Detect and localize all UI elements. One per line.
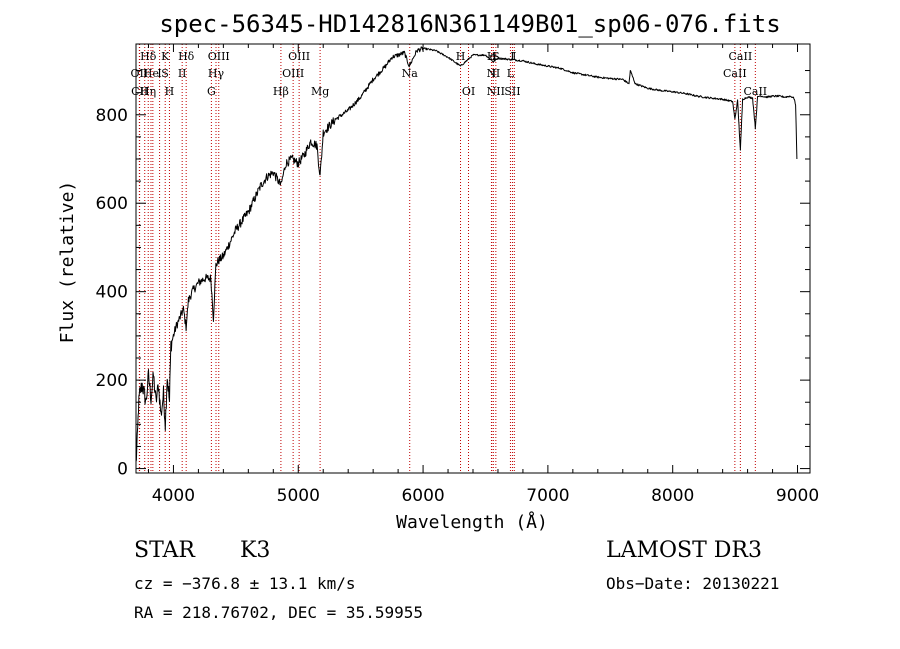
spectral-line-label: G <box>207 85 216 98</box>
x-axis-label: Wavelength (Å) <box>396 511 548 533</box>
plot-frame <box>135 43 811 474</box>
y-axis-label: Flux (relative) <box>57 181 78 344</box>
spectral-line-label: OIII <box>282 67 304 80</box>
spectral-line-label: S <box>161 67 169 80</box>
spectral-line-label: α <box>490 50 498 63</box>
spectral-line-label: CaII <box>723 67 747 80</box>
y-tick-label: 800 <box>96 106 128 126</box>
spectral-line-label: CaII <box>743 85 767 98</box>
spectral-line-label: H <box>456 50 466 63</box>
observation-date-label: Obs−Date: 20130221 <box>606 574 780 593</box>
spectral-line-label: I <box>510 50 514 63</box>
spectral-line-markers <box>138 44 756 473</box>
x-tick-label: 7000 <box>526 486 569 506</box>
spectrum-line <box>135 46 798 462</box>
x-tick-label: 8000 <box>651 486 694 506</box>
spectral-line-label: He <box>143 67 159 80</box>
y-tick-label: 200 <box>96 371 128 391</box>
spectral-line-label: H <box>487 50 497 63</box>
spectral-line-label: η <box>150 85 157 98</box>
spectral-line-label: Na <box>402 67 419 80</box>
spectral-line-label: NII <box>487 85 505 98</box>
axis-ticks <box>136 44 810 473</box>
chart-title: spec-56345-HD142816N361149B01_sp06-076.f… <box>159 10 781 38</box>
spectral-line-label: Hγ <box>208 67 225 80</box>
survey-label: LAMOST DR3 <box>606 538 762 563</box>
class-label: STAR <box>134 538 195 563</box>
spectral-line-label: K <box>161 50 170 63</box>
spectral-line-label: N <box>487 67 497 80</box>
spectral-line-label: OI <box>462 85 475 98</box>
axis-tick-labels: 4000 5000 6000 7000 8000 9000 0 200 400 600 800 <box>96 106 820 506</box>
subclass-label: K3 <box>240 538 271 563</box>
redshift-velocity-label: cz = −376.8 ± 13.1 km/s <box>134 574 356 593</box>
spectral-line-label: Hβ <box>273 85 289 98</box>
spectral-line-label: S <box>492 50 500 63</box>
spectral-line-label: CaII <box>729 50 753 63</box>
y-tick-label: 400 <box>96 283 128 303</box>
spectral-line-label: Hδ <box>140 50 157 63</box>
spectral-line-label: OIII <box>288 50 310 63</box>
spectral-line-label: OII <box>131 67 149 80</box>
x-tick-label: 4000 <box>152 486 195 506</box>
spectral-line-label: Hδ <box>178 50 195 63</box>
spectral-line-label: CII <box>131 85 148 98</box>
spectral-line-label: II <box>178 67 187 80</box>
x-tick-label: 9000 <box>776 486 819 506</box>
spectral-line-label: H <box>140 85 150 98</box>
y-tick-label: 0 <box>117 460 128 480</box>
spectral-line-label: Mg <box>311 85 329 98</box>
x-tick-label: 5000 <box>277 486 320 506</box>
spectral-line-label: H <box>165 85 175 98</box>
y-tick-label: 600 <box>96 194 128 214</box>
spectral-line-label: OIII <box>208 50 230 63</box>
spectral-line-label: I <box>157 67 161 80</box>
spectral-line-label: II <box>491 67 500 80</box>
x-tick-label: 6000 <box>401 486 444 506</box>
spectral-line-label: L <box>507 67 515 80</box>
spectral-line-label: I <box>512 50 516 63</box>
coordinates-label: RA = 218.76702, DEC = 35.59955 <box>134 603 423 622</box>
spectral-line-label: SII <box>504 85 520 98</box>
